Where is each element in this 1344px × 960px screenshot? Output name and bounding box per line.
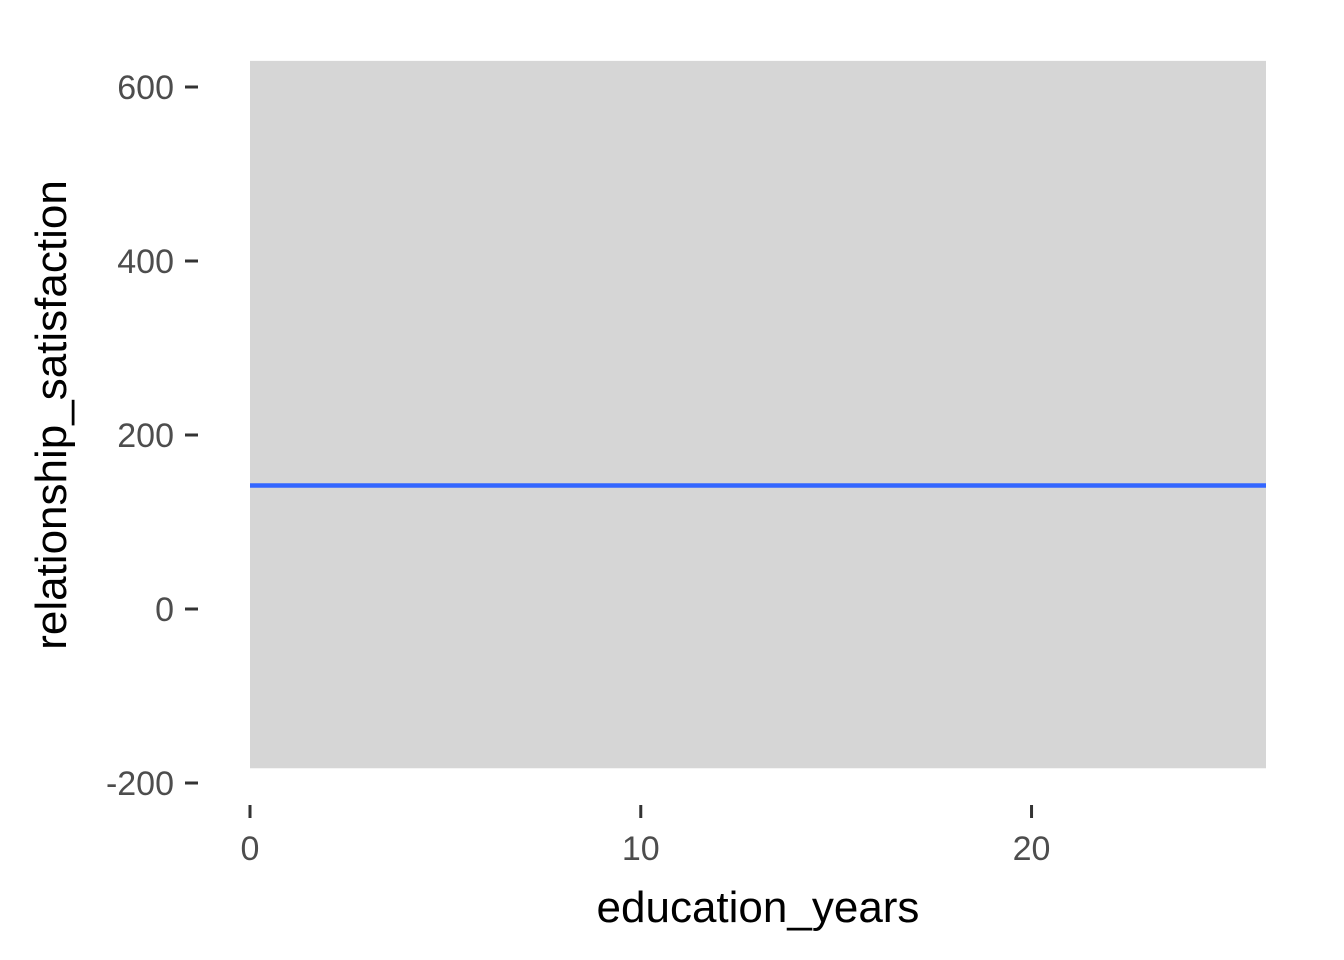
- y-axis: -200 0 200 400 600: [106, 69, 198, 803]
- confidence-ribbon-layer: [250, 60, 1266, 769]
- x-axis-title: education_years: [597, 883, 920, 932]
- y-tick-label: 600: [117, 69, 174, 107]
- x-tick-label: 10: [622, 830, 660, 868]
- x-axis: 0 10 20: [241, 805, 1051, 868]
- y-tick-label: -200: [106, 765, 174, 803]
- confidence-ribbon: [250, 60, 1266, 769]
- y-tick-label: 0: [155, 591, 174, 629]
- x-tick-label: 20: [1013, 830, 1051, 868]
- y-tick-label: 400: [117, 243, 174, 281]
- y-axis-title: relationship_satisfaction: [27, 180, 76, 650]
- x-tick-label: 0: [241, 830, 260, 868]
- y-tick-label: 200: [117, 417, 174, 455]
